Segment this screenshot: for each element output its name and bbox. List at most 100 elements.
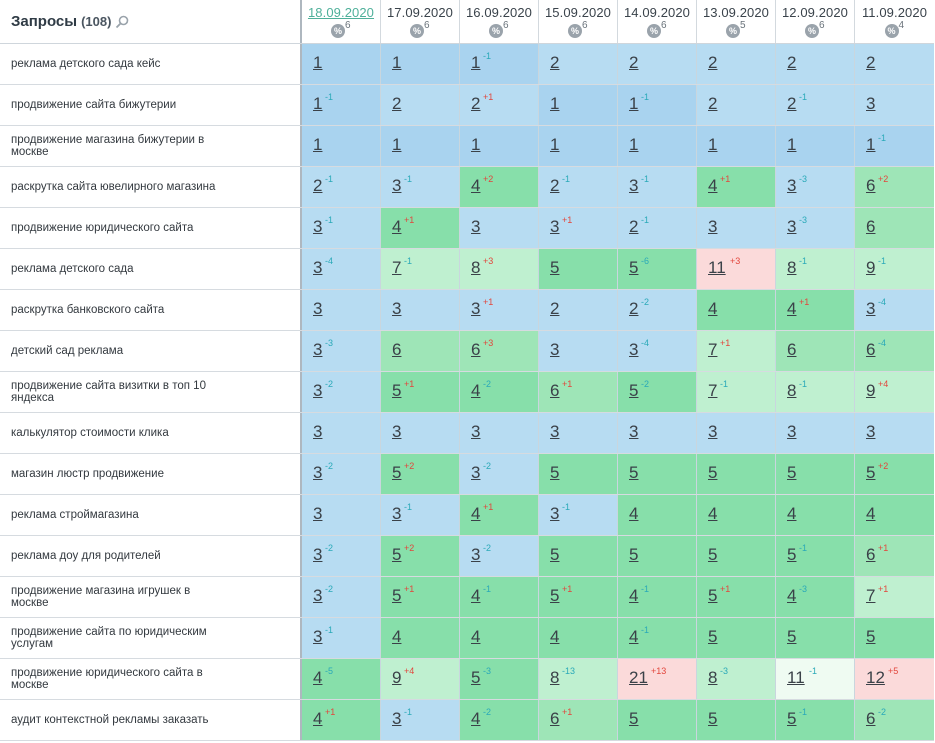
position-link[interactable]: 4 [392,627,402,646]
position-link[interactable]: 4 [313,709,323,728]
position-link[interactable]: 4 [392,217,402,236]
position-link[interactable]: 2 [866,53,876,72]
position-link[interactable]: 21 [629,668,648,687]
position-link[interactable]: 1 [708,135,718,154]
position-link[interactable]: 5 [392,545,402,564]
position-link[interactable]: 1 [550,94,560,113]
position-link[interactable]: 2 [550,299,560,318]
position-link[interactable]: 4 [629,504,639,523]
position-link[interactable]: 1 [787,135,797,154]
position-link[interactable]: 3 [629,176,639,195]
position-link[interactable]: 3 [787,422,797,441]
position-link[interactable]: 3 [629,422,639,441]
position-link[interactable]: 3 [550,340,560,359]
position-link[interactable]: 3 [866,422,876,441]
position-link[interactable]: 5 [550,545,560,564]
position-link[interactable]: 3 [313,545,323,564]
position-link[interactable]: 2 [629,53,639,72]
position-link[interactable]: 2 [313,176,323,195]
position-link[interactable]: 3 [550,217,560,236]
position-link[interactable]: 8 [787,381,797,400]
position-link[interactable]: 1 [313,94,323,113]
position-link[interactable]: 2 [550,53,560,72]
position-link[interactable]: 4 [471,627,481,646]
position-link[interactable]: 5 [629,463,639,482]
position-link[interactable]: 3 [392,709,402,728]
search-icon[interactable] [115,15,129,29]
position-link[interactable]: 1 [550,135,560,154]
position-link[interactable]: 5 [629,709,639,728]
position-link[interactable]: 1 [471,53,481,72]
position-link[interactable]: 8 [787,258,797,277]
position-link[interactable]: 9 [866,381,876,400]
position-link[interactable]: 8 [708,668,718,687]
position-link[interactable]: 5 [629,258,639,277]
position-link[interactable]: 1 [629,135,639,154]
position-link[interactable]: 1 [471,135,481,154]
position-link[interactable]: 3 [392,299,402,318]
position-link[interactable]: 11 [787,668,805,687]
position-link[interactable]: 2 [787,94,797,113]
position-link[interactable]: 3 [392,504,402,523]
position-link[interactable]: 5 [471,668,481,687]
position-link[interactable]: 2 [550,176,560,195]
position-link[interactable]: 3 [313,381,323,400]
position-link[interactable]: 3 [629,340,639,359]
position-link[interactable]: 5 [866,627,876,646]
position-link[interactable]: 1 [313,53,323,72]
position-link[interactable]: 5 [787,545,797,564]
position-link[interactable]: 3 [313,422,323,441]
position-link[interactable]: 5 [787,709,797,728]
position-link[interactable]: 1 [392,135,402,154]
position-link[interactable]: 3 [471,463,481,482]
position-link[interactable]: 3 [866,94,876,113]
position-link[interactable]: 4 [787,586,797,605]
position-link[interactable]: 5 [629,545,639,564]
position-link[interactable]: 6 [787,340,797,359]
position-link[interactable]: 4 [866,504,876,523]
position-link[interactable]: 3 [313,217,323,236]
position-link[interactable]: 5 [866,463,876,482]
date-column-header[interactable]: 16.09.2020% 6 [460,0,539,43]
position-link[interactable]: 5 [550,463,560,482]
position-link[interactable]: 6 [866,709,876,728]
date-column-header[interactable]: 14.09.2020% 6 [618,0,697,43]
date-column-header[interactable]: 13.09.2020% 5 [697,0,776,43]
position-link[interactable]: 7 [392,258,402,277]
position-link[interactable]: 3 [313,504,323,523]
position-link[interactable]: 3 [550,422,560,441]
position-link[interactable]: 3 [313,463,323,482]
position-link[interactable]: 5 [550,258,560,277]
position-link[interactable]: 4 [550,627,560,646]
position-link[interactable]: 3 [313,627,323,646]
position-link[interactable]: 4 [708,299,718,318]
position-link[interactable]: 4 [708,504,718,523]
position-link[interactable]: 3 [866,299,876,318]
position-link[interactable]: 11 [708,258,726,277]
position-link[interactable]: 7 [866,586,876,605]
position-link[interactable]: 4 [629,586,639,605]
position-link[interactable]: 12 [866,668,885,687]
position-link[interactable]: 5 [550,586,560,605]
position-link[interactable]: 4 [471,586,481,605]
date-column-header[interactable]: 11.09.2020% 4 [855,0,934,43]
position-link[interactable]: 6 [550,381,560,400]
position-link[interactable]: 6 [866,217,876,236]
position-link[interactable]: 8 [550,668,560,687]
position-link[interactable]: 5 [787,627,797,646]
position-link[interactable]: 4 [313,668,323,687]
date-column-header[interactable]: 12.09.2020% 6 [776,0,855,43]
date-column-header[interactable]: 18.09.2020% 6 [302,0,381,43]
position-link[interactable]: 5 [708,586,718,605]
position-link[interactable]: 5 [392,381,402,400]
position-link[interactable]: 2 [392,94,402,113]
position-link[interactable]: 2 [629,217,639,236]
position-link[interactable]: 4 [471,504,481,523]
position-link[interactable]: 6 [471,340,481,359]
position-link[interactable]: 4 [787,504,797,523]
position-link[interactable]: 4 [708,176,718,195]
position-link[interactable]: 3 [708,422,718,441]
position-link[interactable]: 3 [392,422,402,441]
position-link[interactable]: 5 [629,381,639,400]
position-link[interactable]: 1 [866,135,876,154]
